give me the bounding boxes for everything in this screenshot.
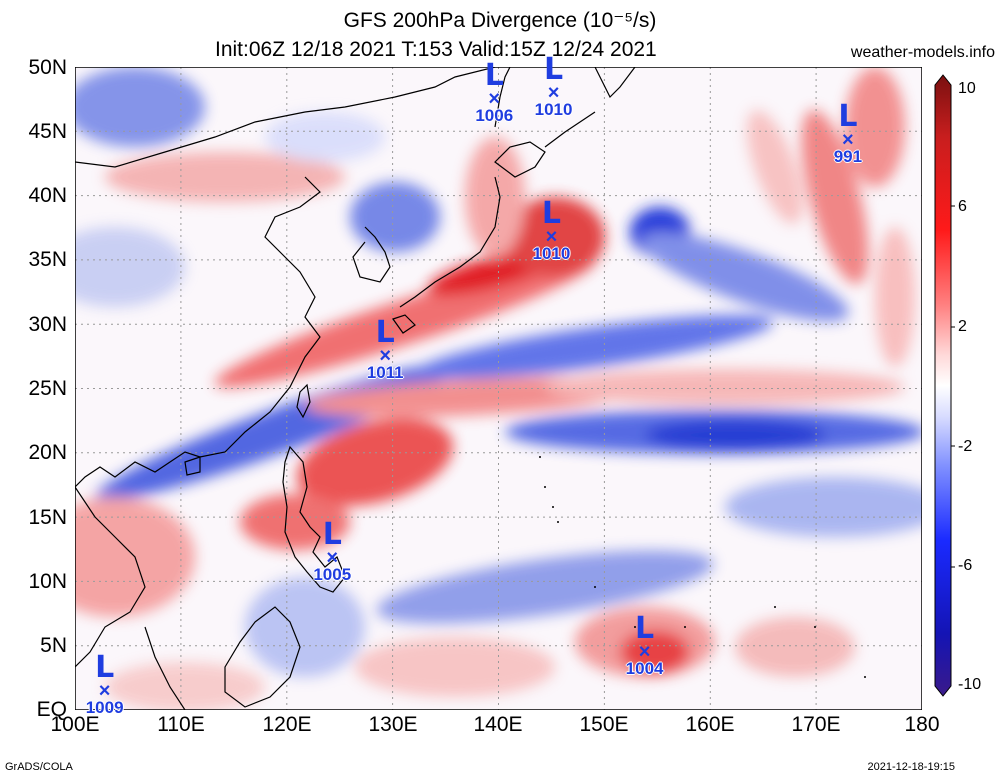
- lon-label-150e: 150E: [579, 713, 629, 736]
- low-pressure-value: 1010: [534, 99, 573, 119]
- colorbar: [934, 74, 955, 697]
- low-pressure-value: 991: [833, 147, 863, 167]
- low-letter-icon: L: [375, 315, 395, 351]
- low-marker: L × 1004: [615, 614, 675, 678]
- low-marker: L × 991: [818, 102, 878, 166]
- lat-label-20n: 20N: [28, 441, 67, 464]
- colorbar-label-10: 10: [958, 80, 976, 97]
- colorbar-label-neg6: -6: [958, 557, 973, 574]
- low-letter-icon: L: [322, 517, 342, 553]
- footer-software: GrADS/COLA: [5, 761, 73, 773]
- lon-label-100e: 100E: [50, 713, 100, 736]
- low-marker: L × 1005: [302, 520, 362, 584]
- low-center-x-icon: ×: [379, 345, 392, 368]
- low-letter-icon: L: [95, 649, 115, 685]
- low-marker: L × 1011: [355, 318, 415, 382]
- lat-label-10n: 10N: [28, 570, 67, 593]
- low-pressure-value: 1011: [366, 363, 404, 383]
- divergence-map: [75, 67, 922, 710]
- lat-label-25n: 25N: [28, 377, 67, 400]
- colorbar-label-6: 6: [958, 198, 967, 215]
- low-pressure-value: 1010: [532, 243, 571, 263]
- low-pressure-value: 1009: [85, 697, 124, 717]
- low-center-x-icon: ×: [545, 225, 558, 248]
- low-letter-icon: L: [541, 195, 561, 231]
- lon-label-170e: 170E: [791, 713, 841, 736]
- low-pressure-value: 1005: [313, 565, 352, 585]
- low-marker: L × 1010: [521, 195, 581, 263]
- low-center-x-icon: ×: [326, 547, 339, 570]
- lon-label-180: 180: [904, 713, 940, 736]
- colorbar-label-2: 2: [958, 318, 967, 335]
- colorbar-label-neg10: -10: [958, 676, 982, 693]
- colorbar-label-neg2: -2: [958, 438, 973, 455]
- map-title-line2: Init:06Z 12/18 2021 T:153 Valid:15Z 12/2…: [215, 38, 657, 61]
- footer-timestamp: 2021-12-18-19:15: [867, 761, 955, 773]
- lat-label-30n: 30N: [28, 313, 67, 336]
- lat-label-eq: EQ: [36, 698, 67, 721]
- lat-label-40n: 40N: [28, 184, 67, 207]
- lat-label-35n: 35N: [28, 248, 67, 271]
- low-center-x-icon: ×: [638, 641, 651, 664]
- lat-label-5n: 5N: [40, 634, 67, 657]
- site-credit: weather-models.info: [850, 44, 995, 61]
- lon-label-110e: 110E: [157, 713, 205, 736]
- map-title-line1: GFS 200hPa Divergence (10⁻⁵/s): [343, 9, 657, 32]
- lat-label-15n: 15N: [28, 506, 67, 529]
- lon-label-140e: 140E: [473, 713, 523, 736]
- lat-label-45n: 45N: [28, 120, 67, 143]
- low-center-x-icon: ×: [547, 81, 560, 104]
- low-letter-icon: L: [838, 99, 858, 135]
- low-marker: L × 1009: [75, 649, 135, 717]
- low-pressure-value: 1004: [625, 659, 664, 679]
- low-center-x-icon: ×: [488, 88, 501, 111]
- low-center-x-icon: ×: [842, 129, 854, 152]
- lon-label-120e: 120E: [262, 713, 312, 736]
- low-letter-icon: L: [635, 611, 655, 647]
- lon-label-130e: 130E: [368, 713, 418, 736]
- low-marker: L × 1006: [464, 61, 524, 125]
- low-marker: L × 1010: [524, 51, 584, 119]
- lon-label-160e: 160E: [685, 713, 735, 736]
- low-letter-icon: L: [543, 51, 564, 87]
- low-center-x-icon: ×: [98, 679, 111, 702]
- low-pressure-value: 1006: [475, 106, 514, 126]
- lat-label-50n: 50N: [28, 56, 67, 79]
- low-letter-icon: L: [484, 58, 504, 94]
